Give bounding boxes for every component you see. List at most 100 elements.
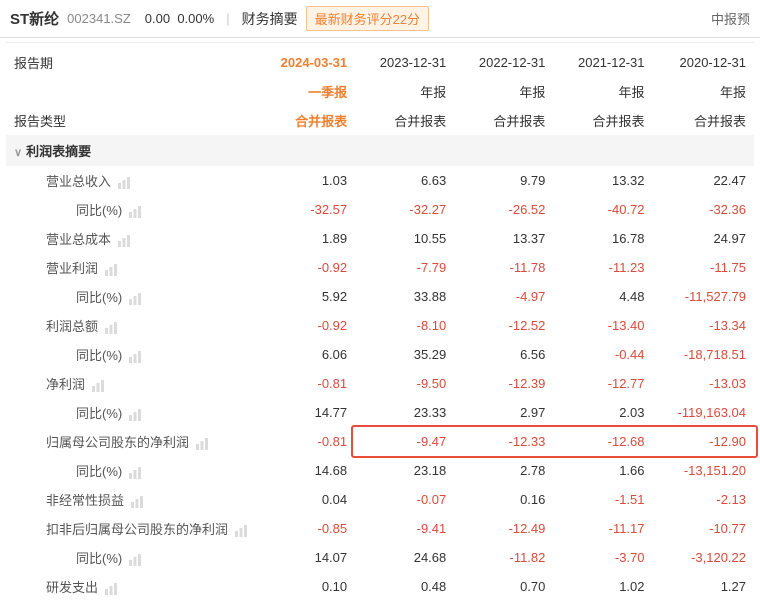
bar-chart-icon[interactable] <box>128 206 142 218</box>
period-label: 报告期 <box>6 43 256 78</box>
period-col-2: 2022-12-31 <box>454 43 553 78</box>
section-title-cell[interactable]: ∨利润表摘要 <box>6 135 754 166</box>
row-label: 研发支出 <box>6 572 256 601</box>
row-label: 同比(%) <box>6 195 256 224</box>
rating-badge[interactable]: 最新财务评分22分 <box>306 6 429 31</box>
bar-chart-icon[interactable] <box>104 583 118 595</box>
bar-chart-icon[interactable] <box>128 467 142 479</box>
price-value: 0.00 <box>145 11 170 26</box>
cell: -32.36 <box>653 195 754 224</box>
bar-chart-icon[interactable] <box>128 554 142 566</box>
row-label-text: 净利润 <box>46 377 85 392</box>
cell: -0.92 <box>256 311 355 340</box>
row-label: 非经常性损益 <box>6 485 256 514</box>
row-label-text: 归属母公司股东的净利润 <box>46 435 189 450</box>
row-label-text: 营业利润 <box>46 261 98 276</box>
cell: -18,718.51 <box>653 340 754 369</box>
period-header-row: 报告期 2024-03-312023-12-312022-12-312021-1… <box>6 43 754 78</box>
cell: 4.48 <box>553 282 652 311</box>
bar-chart-icon[interactable] <box>195 438 209 450</box>
cell: -0.81 <box>256 427 355 456</box>
bar-chart-icon[interactable] <box>128 293 142 305</box>
cell: 0.10 <box>256 572 355 601</box>
row-label: 同比(%) <box>6 398 256 427</box>
cell: 6.63 <box>355 166 454 195</box>
cell: -26.52 <box>454 195 553 224</box>
cell: -7.79 <box>355 253 454 282</box>
row-label: 营业利润 <box>6 253 256 282</box>
cell: -0.07 <box>355 485 454 514</box>
cell: -1.51 <box>553 485 652 514</box>
table-row: 营业利润-0.92-7.79-11.78-11.23-11.75 <box>6 253 754 282</box>
cell: -3,120.22 <box>653 543 754 572</box>
cell: -12.49 <box>454 514 553 543</box>
row-label-text: 同比(%) <box>76 348 122 363</box>
cell: 14.68 <box>256 456 355 485</box>
table-row: 利润总额-0.92-8.10-12.52-13.40-13.34 <box>6 311 754 340</box>
bar-chart-icon[interactable] <box>117 177 131 189</box>
cell: -12.90 <box>653 427 754 456</box>
row-label: 同比(%) <box>6 340 256 369</box>
cell: -11.17 <box>553 514 652 543</box>
bar-chart-icon[interactable] <box>117 235 131 247</box>
period-sub-col-1: 年报 <box>355 77 454 106</box>
bar-chart-icon[interactable] <box>104 322 118 334</box>
bar-chart-icon[interactable] <box>130 496 144 508</box>
cell: -12.68 <box>553 427 652 456</box>
bar-chart-icon[interactable] <box>91 380 105 392</box>
period-sub-col-2: 年报 <box>454 77 553 106</box>
row-label: 同比(%) <box>6 456 256 485</box>
report-type-col-3: 合并报表 <box>553 106 652 135</box>
cell: 0.48 <box>355 572 454 601</box>
cell: 13.32 <box>553 166 652 195</box>
section-row[interactable]: ∨利润表摘要 <box>6 135 754 166</box>
cell: -4.97 <box>454 282 553 311</box>
cell: -11.75 <box>653 253 754 282</box>
cell: 13.37 <box>454 224 553 253</box>
cell: 1.89 <box>256 224 355 253</box>
bar-chart-icon[interactable] <box>128 351 142 363</box>
table-row: 研发支出0.100.480.701.021.27 <box>6 572 754 601</box>
cell: -32.27 <box>355 195 454 224</box>
row-label-text: 营业总成本 <box>46 232 111 247</box>
bar-chart-icon[interactable] <box>128 409 142 421</box>
row-label-text: 利润总额 <box>46 319 98 334</box>
cell: -13,151.20 <box>653 456 754 485</box>
cell: 23.18 <box>355 456 454 485</box>
table-row: 扣非后归属母公司股东的净利润-0.85-9.41-12.49-11.17-10.… <box>6 514 754 543</box>
financial-table: 报告期 2024-03-312023-12-312022-12-312021-1… <box>6 42 754 601</box>
cell: -0.44 <box>553 340 652 369</box>
table-row: 同比(%)14.7723.332.972.03-119,163.04 <box>6 398 754 427</box>
table-row: 净利润-0.81-9.50-12.39-12.77-13.03 <box>6 369 754 398</box>
period-col-0: 2024-03-31 <box>256 43 355 78</box>
report-type-col-1: 合并报表 <box>355 106 454 135</box>
report-type-col-2: 合并报表 <box>454 106 553 135</box>
table-row: 同比(%)14.0724.68-11.82-3.70-3,120.22 <box>6 543 754 572</box>
financial-table-wrap: 报告期 2024-03-312023-12-312022-12-312021-1… <box>0 38 760 601</box>
summary-label[interactable]: 财务摘要 <box>242 9 298 29</box>
period-col-4: 2020-12-31 <box>653 43 754 78</box>
cell: 24.68 <box>355 543 454 572</box>
bar-chart-icon[interactable] <box>104 264 118 276</box>
bar-chart-icon[interactable] <box>234 525 248 537</box>
cell: -12.52 <box>454 311 553 340</box>
row-label: 同比(%) <box>6 543 256 572</box>
cell: 10.55 <box>355 224 454 253</box>
cell: 1.27 <box>653 572 754 601</box>
row-label-text: 同比(%) <box>76 290 122 305</box>
cell: 9.79 <box>454 166 553 195</box>
cell: -3.70 <box>553 543 652 572</box>
mid-report-link[interactable]: 中报预 <box>711 9 750 28</box>
row-label-text: 同比(%) <box>76 551 122 566</box>
row-label: 净利润 <box>6 369 256 398</box>
period-sub-col-4: 年报 <box>653 77 754 106</box>
cell: -0.85 <box>256 514 355 543</box>
cell: 14.07 <box>256 543 355 572</box>
cell: -0.92 <box>256 253 355 282</box>
row-label: 扣非后归属母公司股东的净利润 <box>6 514 256 543</box>
cell: -13.03 <box>653 369 754 398</box>
cell: -13.40 <box>553 311 652 340</box>
cell: 2.03 <box>553 398 652 427</box>
cell: -119,163.04 <box>653 398 754 427</box>
table-row: 非经常性损益0.04-0.070.16-1.51-2.13 <box>6 485 754 514</box>
